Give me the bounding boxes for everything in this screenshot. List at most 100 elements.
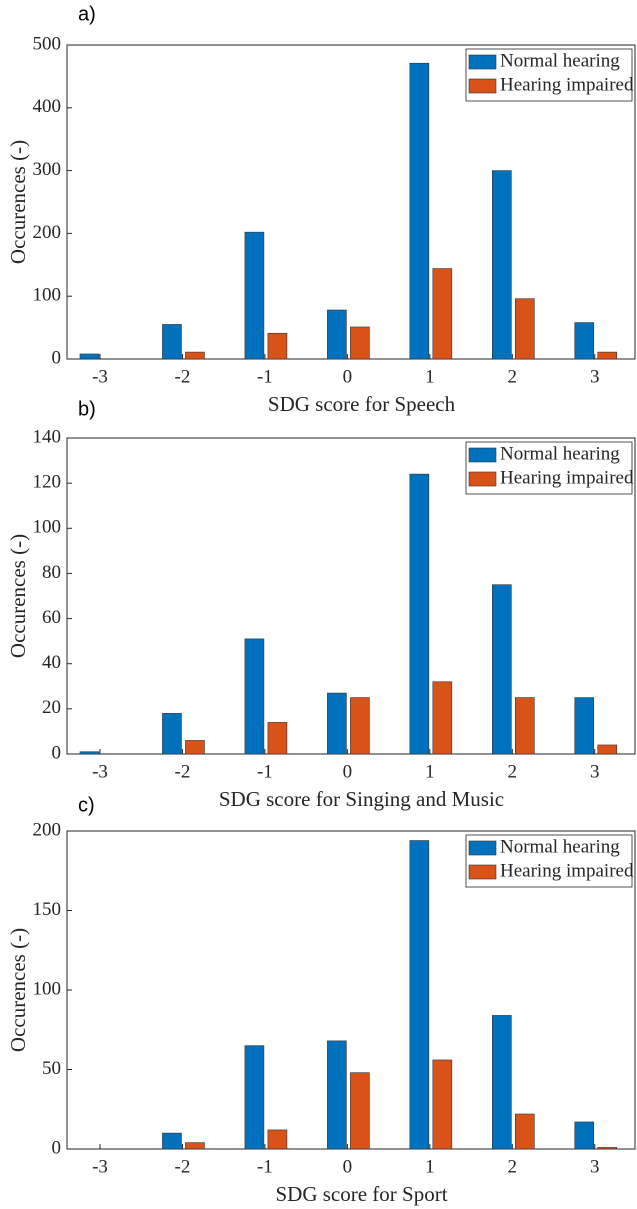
x-axis-label: SDG score for Sport (275, 1182, 447, 1206)
bar (597, 351, 618, 360)
legend-label: Normal hearing (500, 50, 620, 71)
y-tick-label: 120 (33, 472, 62, 493)
bar (185, 351, 205, 360)
bar (162, 324, 182, 360)
x-tick-label: 2 (508, 366, 518, 387)
y-tick-label: 0 (52, 1137, 62, 1158)
bar (409, 62, 430, 360)
y-tick-label: 150 (33, 899, 62, 920)
bar (350, 697, 370, 755)
bar (492, 584, 512, 755)
x-tick-label: 2 (508, 761, 518, 782)
x-tick-label: 3 (590, 366, 600, 387)
bar (597, 1147, 618, 1150)
x-axis-label: SDG score for Singing and Music (219, 787, 504, 811)
legend-label: Hearing impaired (500, 467, 634, 488)
bar (409, 840, 430, 1150)
bar (327, 692, 347, 755)
bar (267, 722, 288, 755)
x-tick-label: -1 (257, 761, 273, 782)
x-tick-label: 0 (343, 761, 353, 782)
legend-label: Normal hearing (500, 443, 620, 464)
x-tick-label: 3 (590, 761, 600, 782)
x-tick-label: 1 (425, 1156, 435, 1177)
panel-label: a) (78, 3, 96, 25)
bar (492, 170, 512, 360)
bar (574, 1121, 595, 1150)
bar (244, 1045, 265, 1150)
legend-swatch (468, 54, 497, 70)
bar (492, 1015, 512, 1150)
x-tick-label: -1 (257, 366, 273, 387)
bar (574, 322, 595, 360)
y-tick-label: 60 (42, 607, 61, 628)
x-tick-label: 3 (590, 1156, 600, 1177)
y-tick-label: 100 (33, 517, 62, 538)
legend-swatch (468, 447, 497, 463)
y-tick-label: 500 (33, 33, 62, 54)
x-tick-label: 0 (343, 366, 353, 387)
x-tick-label: -3 (92, 761, 108, 782)
x-tick-label: -3 (92, 1156, 108, 1177)
bar (327, 309, 347, 360)
bar (350, 326, 370, 360)
y-tick-label: 300 (33, 159, 62, 180)
y-tick-label: 140 (33, 426, 62, 447)
y-tick-label: 40 (42, 652, 61, 673)
x-tick-label: 1 (425, 761, 435, 782)
y-axis-label: Occurences (-) (6, 928, 30, 1052)
bar (185, 1142, 205, 1150)
bar (350, 1072, 370, 1150)
bar (597, 744, 618, 755)
bar (79, 353, 100, 360)
y-tick-label: 50 (42, 1058, 61, 1079)
y-tick-label: 400 (33, 96, 62, 117)
legend-label: Normal hearing (500, 836, 620, 857)
bar (79, 751, 100, 755)
x-tick-label: -2 (175, 761, 191, 782)
y-tick-label: 0 (52, 347, 62, 368)
bar (409, 473, 430, 755)
x-tick-label: -2 (175, 1156, 191, 1177)
legend-swatch (468, 471, 497, 487)
y-tick-label: 100 (33, 978, 62, 999)
bar (327, 1040, 347, 1150)
x-tick-label: 0 (343, 1156, 353, 1177)
legend-swatch (468, 78, 497, 94)
x-tick-label: 1 (425, 366, 435, 387)
y-tick-label: 80 (42, 562, 61, 583)
legend-swatch (468, 864, 497, 880)
bar (244, 638, 265, 755)
legend-label: Hearing impaired (500, 860, 634, 881)
y-axis-label: Occurences (-) (6, 534, 30, 658)
y-axis-label: Occurences (-) (6, 140, 30, 264)
legend-label: Hearing impaired (500, 74, 634, 95)
bar (574, 697, 595, 755)
panel-label: c) (78, 794, 95, 816)
bar (267, 1129, 288, 1150)
bar (432, 681, 453, 755)
bar (515, 298, 535, 360)
bar (515, 1113, 535, 1150)
y-tick-label: 100 (33, 285, 62, 306)
bar (162, 713, 182, 755)
legend-swatch (468, 840, 497, 856)
bar (185, 740, 205, 755)
x-tick-label: 2 (508, 1156, 518, 1177)
y-tick-label: 200 (33, 819, 62, 840)
bar (244, 231, 265, 360)
bar (267, 332, 288, 360)
x-axis-label: SDG score for Speech (268, 392, 456, 416)
x-tick-label: -1 (257, 1156, 273, 1177)
y-tick-label: 20 (42, 697, 61, 718)
panel-label: b) (78, 398, 96, 420)
y-tick-label: 0 (52, 742, 62, 763)
x-tick-label: -2 (175, 366, 191, 387)
bar (432, 268, 453, 360)
x-tick-label: -3 (92, 366, 108, 387)
bar (515, 697, 535, 755)
bar (432, 1059, 453, 1150)
bar (162, 1132, 182, 1150)
y-tick-label: 200 (33, 222, 62, 243)
